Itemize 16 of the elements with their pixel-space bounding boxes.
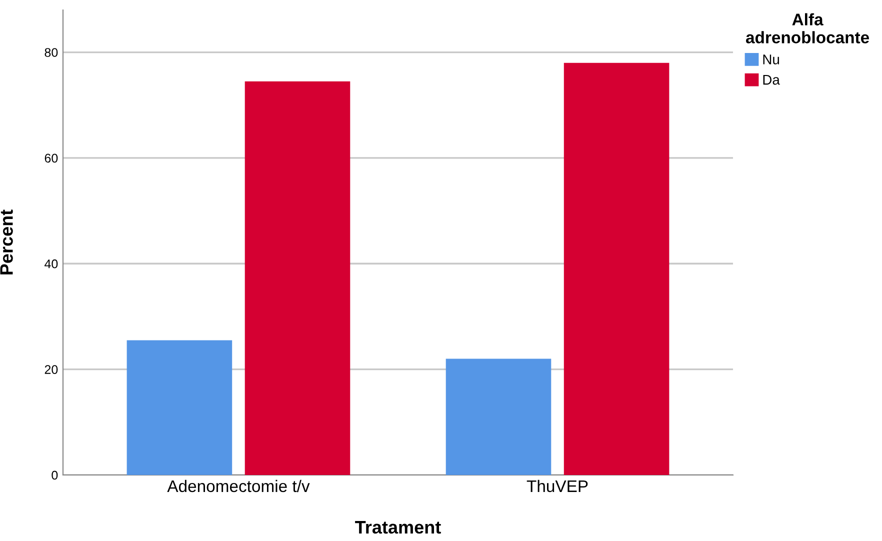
y-tick-label: 0 — [52, 470, 58, 480]
y-axis-title: Percent — [0, 210, 13, 274]
bar — [244, 81, 350, 475]
x-tick-label: ThuVEP — [526, 480, 588, 492]
bar — [446, 358, 552, 475]
x-tick-label: Adenomectomie t/v — [167, 480, 310, 492]
x-axis-title: Tratament — [355, 521, 441, 534]
y-tick-label: 20 — [44, 365, 58, 374]
legend-label: Nu — [763, 54, 779, 64]
y-tick-label: 80 — [44, 48, 58, 57]
y-tick-label: 40 — [44, 259, 58, 268]
legend-label: Da — [763, 75, 780, 85]
y-tick-label: 60 — [44, 154, 58, 163]
bar — [126, 340, 232, 475]
bar — [564, 62, 670, 475]
legend-title: Alfa adrenoblocante — [746, 13, 870, 44]
